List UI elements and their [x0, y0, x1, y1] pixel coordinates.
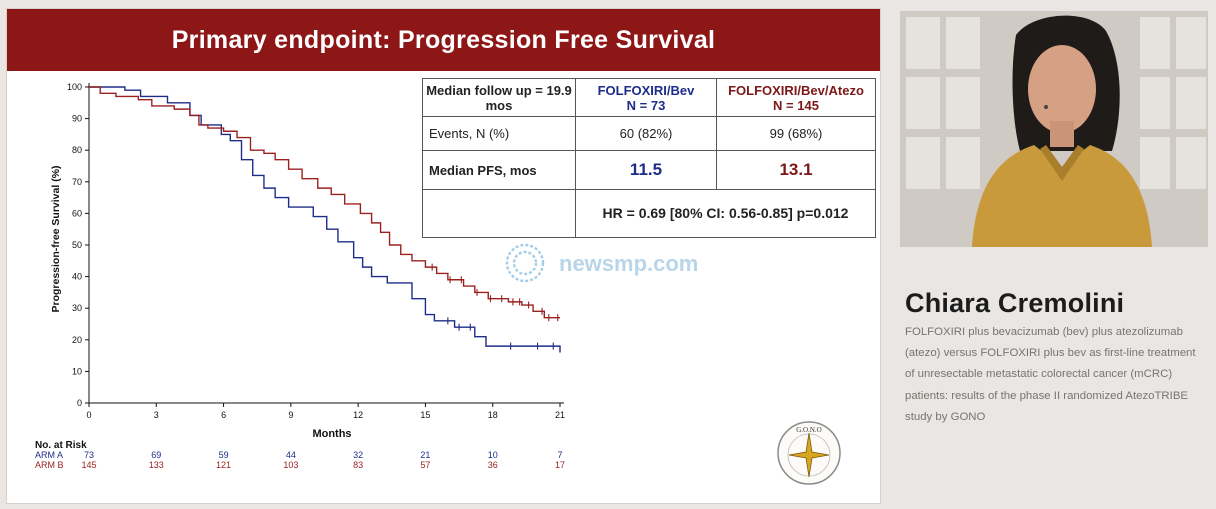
- risk-arm-b-count: 83: [353, 460, 363, 470]
- compass-star-icon: [788, 432, 830, 478]
- speaker-video: [900, 11, 1208, 247]
- risk-arm-a-count: 7: [557, 450, 562, 460]
- arm-b-header: FOLFOXIRI/Bev/Atezo N = 145: [716, 77, 876, 118]
- x-tick-label: 0: [86, 410, 91, 420]
- risk-arm-a-count: 69: [151, 450, 161, 460]
- x-tick-label: 15: [420, 410, 430, 420]
- chart-curves: [89, 86, 561, 353]
- risk-arm-b-count: 57: [420, 460, 430, 470]
- risk-arm-b-count: 133: [149, 460, 164, 470]
- speaker-photo: [900, 11, 1208, 247]
- x-tick-label: 18: [488, 410, 498, 420]
- risk-arm-a-count: 21: [420, 450, 430, 460]
- y-tick-label: 10: [72, 366, 82, 376]
- median-pfs-arm-a: 11.5: [575, 150, 717, 190]
- speaker-name: Chiara Cremolini: [905, 288, 1125, 318]
- followup-header: Median follow up = 19.9 mos: [422, 77, 576, 118]
- arm-b-n: N = 145: [773, 97, 819, 113]
- y-tick-label: 90: [72, 114, 82, 124]
- y-tick-label: 20: [72, 335, 82, 345]
- logo-text: G.O.N.O: [796, 426, 821, 434]
- risk-label-arm-b: ARM B: [35, 460, 64, 470]
- arm-a-header: FOLFOXIRI/Bev N = 73: [575, 77, 717, 118]
- risk-arm-b-count: 103: [283, 460, 298, 470]
- y-tick-label: 50: [72, 240, 82, 250]
- watermark-text: newsmp.com: [559, 251, 699, 276]
- risk-table: 73 69 59 44 32 21 10 7 145 133 121 103 83 57 36 17: [81, 450, 565, 470]
- events-arm-a: 60 (82%): [575, 116, 717, 152]
- median-pfs-label: Median PFS, mos: [422, 150, 576, 190]
- events-label: Events, N (%): [422, 116, 576, 152]
- risk-arm-b-count: 145: [81, 460, 96, 470]
- watermark: newsmp.com: [503, 241, 743, 285]
- y-tick-label: 40: [72, 272, 82, 282]
- y-tick-label: 0: [77, 398, 82, 408]
- x-tick-label: 6: [221, 410, 226, 420]
- newsmp-logo-icon: [505, 243, 545, 283]
- slide-title: Primary endpoint: Progression Free Survi…: [7, 9, 880, 71]
- risk-label-arm-a: ARM A: [35, 450, 63, 460]
- x-tick-label: 9: [288, 410, 293, 420]
- arm-a-n: N = 73: [626, 97, 666, 113]
- risk-arm-a-count: 73: [84, 450, 94, 460]
- events-arm-b: 99 (68%): [716, 116, 876, 152]
- km-curve-arm-b: [89, 86, 560, 319]
- y-tick-label: 80: [72, 145, 82, 155]
- risk-arm-a-count: 32: [353, 450, 363, 460]
- risk-arm-b-count: 121: [216, 460, 231, 470]
- arm-a-name: FOLFOXIRI/Bev: [597, 82, 695, 98]
- x-tick-label: 12: [353, 410, 363, 420]
- gono-logo: G.O.N.O: [777, 421, 841, 485]
- summary-table: Median follow up = 19.9 mos FOLFOXIRI/Be…: [422, 77, 876, 239]
- x-tick-label: 21: [555, 410, 565, 420]
- risk-arm-a-count: 59: [219, 450, 229, 460]
- y-tick-label: 60: [72, 208, 82, 218]
- risk-arm-b-count: 36: [488, 460, 498, 470]
- y-tick-label: 70: [72, 177, 82, 187]
- chart-axes: 0 3 6 9 12 15 18 21 0 10 20 30 40 50 60 70 80 90 100: [67, 82, 565, 420]
- median-pfs-arm-b: 13.1: [716, 150, 876, 190]
- risk-arm-a-count: 44: [286, 450, 296, 460]
- presentation-slide: Primary endpoint: Progression Free Survi…: [6, 8, 881, 504]
- hr-empty-cell: [422, 188, 576, 239]
- risk-arm-b-count: 17: [555, 460, 565, 470]
- x-axis-label: Months: [312, 428, 351, 440]
- x-tick-label: 3: [154, 410, 159, 420]
- risk-table-title: No. at Risk: [35, 440, 87, 451]
- hazard-ratio: HR = 0.69 [80% CI: 0.56-0.85] p=0.012: [575, 188, 876, 239]
- risk-arm-a-count: 10: [488, 450, 498, 460]
- y-axis-label: Progression-free Survival (%): [50, 165, 62, 312]
- talk-title: FOLFOXIRI plus bevacizumab (bev) plus at…: [905, 326, 1196, 423]
- y-tick-label: 30: [72, 303, 82, 313]
- y-tick-label: 100: [67, 82, 82, 92]
- arm-b-name: FOLFOXIRI/Bev/Atezo: [728, 82, 864, 98]
